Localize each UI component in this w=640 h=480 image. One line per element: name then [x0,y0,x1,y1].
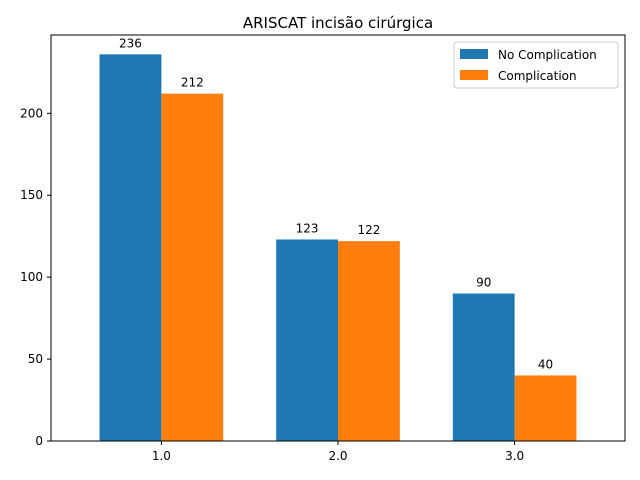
bar-series-1-1.0 [99,54,162,441]
bar-series-2-2.0 [338,241,400,441]
x-tick-label: 2.0 [328,449,347,463]
bar-value-label: 123 [296,221,319,235]
legend-swatch [460,49,488,59]
legend-label: No Complication [498,48,597,62]
bar-series-2-1.0 [161,93,224,441]
bar-value-label: 90 [476,276,491,290]
x-tick-label: 3.0 [505,449,524,463]
y-tick-label: 100 [20,270,43,284]
bar-series-1-2.0 [276,239,338,441]
x-tick-label: 1.0 [152,449,171,463]
y-axis: 0 50 100 150 200 [20,106,51,448]
chart-title: ARISCAT incisão cirúrgica [243,14,433,32]
plot-frame [50,34,626,442]
bars-layer [99,54,577,441]
y-tick-label: 200 [20,106,43,120]
bar-value-label: 236 [119,36,142,50]
bar-series-1-3.0 [452,293,515,441]
y-tick-label: 150 [20,188,43,202]
bar-series-2-3.0 [514,375,577,441]
bar-value-label: 212 [181,76,204,90]
bar-labels-layer: 236 123 90 212 122 40 [119,36,553,371]
legend-swatch [460,70,488,80]
legend: No Complication Complication [453,41,619,89]
legend-label: Complication [498,69,577,83]
legend-frame [453,41,619,89]
x-axis: 1.0 2.0 3.0 [152,441,524,463]
bar-value-label: 40 [538,357,553,371]
y-tick-label: 50 [28,352,43,366]
y-tick-label: 0 [35,434,43,448]
bar-value-label: 122 [357,223,380,237]
